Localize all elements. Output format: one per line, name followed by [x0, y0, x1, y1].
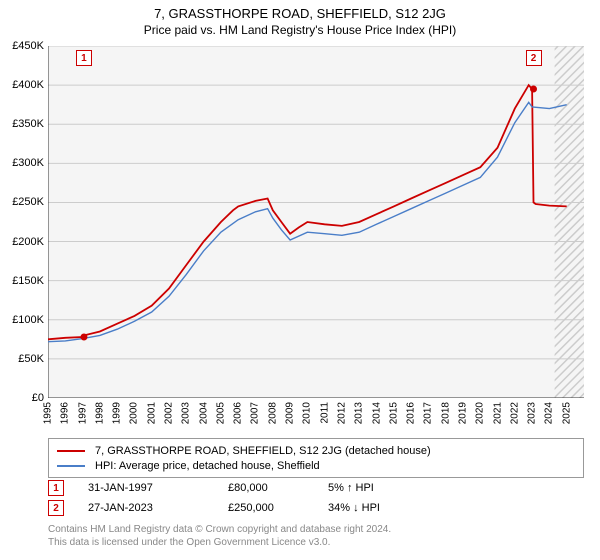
x-tick-label: 2017: [423, 402, 434, 424]
x-tick-label: 2025: [561, 402, 572, 424]
event-diff: 5% ↑ HPI: [328, 482, 448, 494]
y-tick-label: £350K: [12, 118, 44, 130]
x-tick-label: 1996: [60, 402, 71, 424]
x-tick-label: 2013: [354, 402, 365, 424]
x-tick-label: 2022: [509, 402, 520, 424]
attribution-line: This data is licensed under the Open Gov…: [48, 537, 584, 550]
chart-plot-area: £0£50K£100K£150K£200K£250K£300K£350K£400…: [48, 46, 584, 398]
attribution: Contains HM Land Registry data © Crown c…: [48, 524, 584, 549]
chart-container: 7, GRASSTHORPE ROAD, SHEFFIELD, S12 2JG …: [0, 0, 600, 560]
x-tick-label: 2010: [302, 402, 313, 424]
x-tick-label: 2007: [250, 402, 261, 424]
event-row: 2 27-JAN-2023£250,00034% ↓ HPI: [48, 498, 584, 518]
x-tick-label: 2006: [233, 402, 244, 424]
x-tick-label: 1998: [94, 402, 105, 424]
legend-item: HPI: Average price, detached house, Shef…: [57, 458, 575, 473]
y-tick-label: £50K: [18, 353, 44, 365]
x-tick-label: 2008: [267, 402, 278, 424]
x-tick-label: 2015: [388, 402, 399, 424]
x-tick-label: 1999: [112, 402, 123, 424]
x-tick-label: 2021: [492, 402, 503, 424]
y-tick-label: £400K: [12, 79, 44, 91]
legend-label: HPI: Average price, detached house, Shef…: [95, 460, 320, 472]
chart-svg: [48, 46, 584, 398]
y-tick-label: £300K: [12, 157, 44, 169]
x-tick-label: 2023: [527, 402, 538, 424]
event-row: 1 31-JAN-1997£80,0005% ↑ HPI: [48, 478, 584, 498]
x-tick-label: 2002: [164, 402, 175, 424]
x-tick-label: 2024: [544, 402, 555, 424]
x-tick-label: 2011: [319, 402, 330, 424]
x-tick-label: 2019: [457, 402, 468, 424]
event-number-box: 2: [48, 500, 64, 516]
event-marker: 1: [76, 50, 92, 66]
events-table: 1 31-JAN-1997£80,0005% ↑ HPI 2 27-JAN-2023£…: [48, 478, 584, 518]
x-tick-label: 2016: [406, 402, 417, 424]
x-tick-label: 2003: [181, 402, 192, 424]
x-tick-label: 2000: [129, 402, 140, 424]
x-tick-label: 2004: [198, 402, 209, 424]
event-date: 31-JAN-1997: [88, 482, 228, 494]
legend-swatch: [57, 450, 85, 452]
legend-swatch: [57, 465, 85, 467]
chart-subtitle: Price paid vs. HM Land Registry's House …: [0, 21, 600, 37]
x-tick-label: 1997: [77, 402, 88, 424]
y-tick-label: £150K: [12, 275, 44, 287]
y-tick-label: £450K: [12, 40, 44, 52]
y-tick-label: £200K: [12, 236, 44, 248]
legend-item: 7, GRASSTHORPE ROAD, SHEFFIELD, S12 2JG …: [57, 443, 575, 458]
event-price: £250,000: [228, 502, 328, 514]
chart-title: 7, GRASSTHORPE ROAD, SHEFFIELD, S12 2JG: [0, 0, 600, 21]
event-price: £80,000: [228, 482, 328, 494]
x-tick-label: 2005: [215, 402, 226, 424]
x-tick-label: 2014: [371, 402, 382, 424]
event-date: 27-JAN-2023: [88, 502, 228, 514]
attribution-line: Contains HM Land Registry data © Crown c…: [48, 524, 584, 537]
x-tick-label: 2018: [440, 402, 451, 424]
event-diff: 34% ↓ HPI: [328, 502, 448, 514]
x-tick-label: 2001: [146, 402, 157, 424]
event-number-box: 1: [48, 480, 64, 496]
x-tick-label: 1995: [43, 402, 54, 424]
legend-label: 7, GRASSTHORPE ROAD, SHEFFIELD, S12 2JG …: [95, 445, 431, 457]
x-tick-label: 2020: [475, 402, 486, 424]
y-tick-label: £250K: [12, 196, 44, 208]
event-marker: 2: [526, 50, 542, 66]
x-tick-label: 2012: [336, 402, 347, 424]
x-tick-label: 2009: [285, 402, 296, 424]
y-tick-label: £100K: [12, 314, 44, 326]
legend: 7, GRASSTHORPE ROAD, SHEFFIELD, S12 2JG …: [48, 438, 584, 478]
